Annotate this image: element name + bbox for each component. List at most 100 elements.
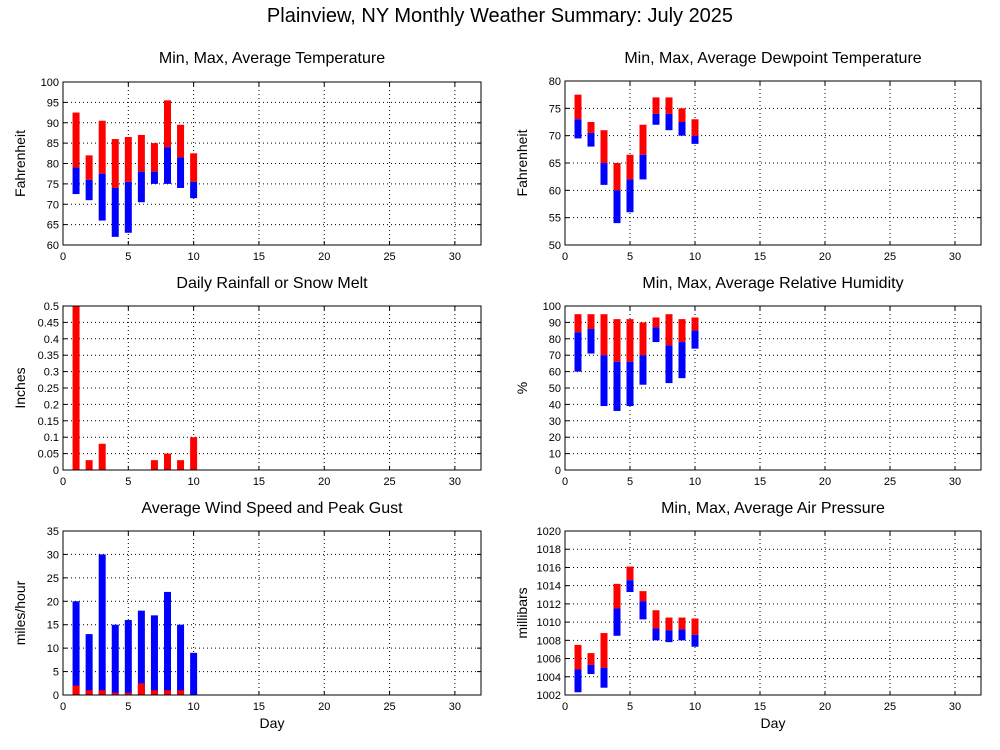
x-tick-label: 25	[383, 251, 395, 263]
bar-rainfall	[190, 437, 198, 470]
bar-lower-range	[190, 181, 198, 199]
plot-border	[62, 305, 482, 471]
bar-upper-range	[665, 617, 673, 631]
chart-title: Min, Max, Average Temperature	[158, 50, 386, 67]
bar-lower-range	[150, 171, 158, 184]
bar-upper-range	[124, 137, 132, 182]
x-tick-label: 30	[449, 701, 461, 713]
y-tick-label: 0.4	[44, 334, 59, 346]
bar-upper-range	[678, 319, 686, 343]
y-axis-label: Fahrenheit	[12, 130, 28, 197]
y-tick-label: 1004	[537, 672, 561, 684]
y-tick-label: 1018	[537, 544, 561, 556]
y-tick-label: 5	[53, 667, 59, 679]
bar-lower-range	[639, 601, 647, 620]
bar-lower-range	[678, 342, 686, 379]
y-tick-label: 0.3	[44, 367, 59, 379]
bar-upper-range	[164, 100, 171, 148]
bar-lower-range	[665, 345, 673, 384]
y-tick-label: 20	[549, 432, 561, 444]
bar-lower-range	[691, 330, 699, 349]
bar-average-speed	[111, 692, 119, 695]
x-tick-label: 5	[627, 251, 633, 263]
y-tick-label: 0	[53, 465, 59, 477]
bar-lower-range	[626, 580, 634, 593]
bar-upper-range	[691, 119, 699, 136]
x-tick-label: 30	[949, 251, 961, 263]
y-tick-label: 0.5	[44, 301, 59, 313]
y-tick-label: 90	[549, 317, 561, 329]
y-tick-label: 100	[41, 77, 59, 89]
bar-peak-gust	[137, 610, 145, 695]
x-tick-label: 20	[318, 701, 330, 713]
x-tick-label: 10	[188, 251, 200, 263]
bar-average-speed	[177, 690, 185, 695]
y-tick-label: 0	[53, 690, 59, 702]
bar-lower-range	[85, 179, 93, 201]
bar-lower-range	[574, 119, 582, 139]
y-tick-label: 75	[47, 179, 59, 191]
bar-upper-range	[613, 583, 621, 609]
bar-average-speed	[98, 690, 106, 695]
bar-upper-range	[626, 566, 634, 581]
x-tick-label: 15	[754, 476, 766, 488]
chart-svg: 0 0.05 0.1 0.15 0.2 0.25 0.3 0.35 0.4 0.45 0.5 0 5 10…	[12, 301, 482, 488]
bar-upper-range	[652, 610, 660, 629]
bar-lower-range	[72, 167, 80, 195]
y-tick-label: 65	[47, 220, 59, 232]
bar-average-speed	[85, 690, 93, 695]
bar-upper-range	[691, 618, 699, 635]
bar-lower-range	[652, 113, 660, 125]
x-tick-label: 0	[60, 476, 66, 488]
bar-rainfall	[177, 460, 185, 470]
x-tick-label: 15	[253, 701, 265, 713]
bar-upper-range	[639, 322, 647, 356]
x-tick-label: 15	[253, 476, 265, 488]
x-tick-label: 15	[754, 701, 766, 713]
x-tick-label: 30	[949, 701, 961, 713]
x-tick-label: 25	[884, 476, 896, 488]
bar-upper-range	[665, 314, 673, 346]
bar-lower-range	[600, 667, 608, 688]
bar-lower-range	[613, 608, 621, 636]
bar-average-speed	[137, 683, 145, 695]
bar-rainfall	[150, 460, 158, 470]
x-tick-label: 25	[383, 701, 395, 713]
y-tick-label: 90	[47, 118, 59, 130]
bar-upper-range	[626, 154, 634, 180]
x-tick-label: 0	[562, 476, 568, 488]
bar-upper-range	[574, 314, 582, 333]
bar-average-speed	[150, 690, 158, 695]
bar-upper-range	[587, 122, 595, 133]
y-axis-label: miles/hour	[12, 580, 28, 645]
y-tick-label: 30	[47, 549, 59, 561]
x-tick-label: 0	[60, 251, 66, 263]
bar-upper-range	[691, 317, 699, 331]
bar-upper-range	[587, 653, 595, 665]
bar-lower-range	[678, 629, 686, 641]
bar-rainfall	[164, 453, 171, 470]
bar-lower-range	[613, 190, 621, 224]
chart-panel-dewpoint: Min, Max, Average Dewpoint Temperature 5…	[500, 50, 1000, 280]
x-tick-label: 20	[819, 701, 831, 713]
chart-title: Min, Max, Average Dewpoint Temperature	[624, 50, 922, 67]
bar-upper-range	[587, 314, 595, 329]
y-tick-label: 1008	[537, 635, 561, 647]
bar-upper-range	[613, 163, 621, 191]
y-tick-label: 70	[47, 199, 59, 211]
x-tick-label: 15	[754, 251, 766, 263]
y-tick-label: 20	[47, 596, 59, 608]
bar-lower-range	[691, 634, 699, 647]
bar-upper-range	[600, 633, 608, 668]
bar-average-speed	[72, 685, 80, 695]
y-tick-label: 0.45	[38, 317, 59, 329]
y-tick-label: 1012	[537, 599, 561, 611]
x-tick-label: 15	[253, 251, 265, 263]
y-tick-label: 1010	[537, 617, 561, 629]
y-tick-label: 60	[47, 240, 59, 252]
x-tick-label: 10	[689, 476, 701, 488]
plot-border	[564, 80, 982, 246]
bar-upper-range	[177, 124, 185, 158]
bar-lower-range	[613, 361, 621, 411]
bar-lower-range	[164, 147, 171, 184]
